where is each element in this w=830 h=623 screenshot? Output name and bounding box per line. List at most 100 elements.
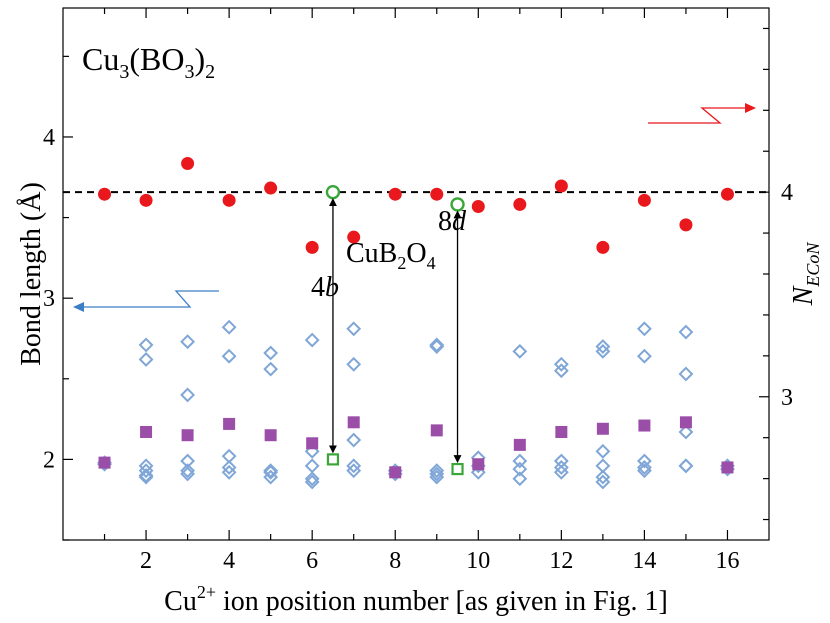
diamond-point [429,337,445,353]
open-circle-point [325,184,341,200]
diamond-point [138,352,154,367]
axis-tick-labels: 2 4 6 8 10 12 14 16 2 3 4 3 4 [43,125,793,574]
x-tick-label: 16 [715,548,739,574]
diamond-point [678,424,694,440]
diamond-point [553,460,569,475]
open-square-point [451,462,464,476]
x-tick-label: 8 [389,548,401,574]
y-tick-label: 4 [43,125,55,151]
plot-frame [62,7,770,541]
econ-point [139,193,153,207]
diamond-point [678,458,694,474]
diamond-point [346,432,362,448]
econ-point [98,187,112,201]
diamond-point [346,356,362,372]
diamond-point [553,363,569,379]
square-point [140,425,153,438]
econ-point [388,187,402,201]
diamond-point [180,463,196,479]
diamond-point [263,345,279,361]
diamond-point [429,469,445,485]
diamond-point [221,464,237,480]
diamond-point [221,460,237,475]
econ-point [305,240,319,254]
diamond-point [470,464,486,480]
x-tick-label: 12 [549,548,573,574]
diamond-point [346,458,362,474]
diamond-point [263,464,279,480]
diamond-point [429,339,445,354]
label-8d: 8d [438,206,467,237]
econ-point [637,193,651,207]
y2-tick-label: 3 [781,385,793,411]
square-point [638,419,651,432]
diamond-point [636,321,652,337]
econ-point [222,193,236,207]
econ-point [720,187,734,201]
square-point [181,429,194,442]
square-point [472,458,485,471]
diamond-point [636,348,652,364]
diamond-point [304,474,320,490]
diamond-point [304,443,320,459]
y-tick-label: 2 [43,447,55,473]
square-point [389,466,402,479]
diamond-point [263,361,279,377]
diamond-point [138,337,154,353]
diamond-point [429,463,445,479]
x-tick-label: 6 [306,548,318,574]
diamond-point [678,324,694,340]
diamond-point [512,453,528,469]
diamond-point [636,460,652,475]
y2-axis-title: NECoN [788,242,823,307]
econ-point [264,181,278,195]
diamond-point [346,463,362,479]
x-tick-label: 10 [466,548,490,574]
diamond-point [595,443,611,459]
square-point [98,456,111,469]
diamond-point [180,387,196,403]
econ-point [347,230,361,244]
data-marks [97,157,735,490]
compound-label: CuB2O4 [346,238,436,273]
square-point [347,416,360,429]
square-point [430,424,443,437]
square-point [513,438,526,451]
left-axis-indicator-arrow [73,290,219,312]
econ-point [513,197,527,211]
x-tick-label: 2 [140,548,152,574]
diamond-point [304,471,320,487]
diamond-point [553,356,569,372]
diamond-point [678,366,694,382]
y-tick-label: 3 [43,286,55,312]
diamond-point [304,458,320,474]
econ-point [430,187,444,201]
x-tick-label: 4 [223,548,235,574]
diamond-point [304,332,320,348]
diamond-point [263,463,279,479]
econ-point [679,218,693,232]
square-point [264,429,277,442]
econ-point [181,157,195,171]
diamond-point [553,464,569,480]
diamond-point [221,348,237,364]
diamond-point [263,469,279,485]
diamond-point [512,471,528,487]
econ-point [596,240,610,254]
econ-point [471,199,485,213]
diamond-point [221,319,237,335]
label-4b: 4b [311,272,339,303]
diamond-point [138,469,154,485]
square-point [555,425,568,438]
y2-tick-label: 4 [781,180,793,206]
x-axis-title: Cu2+ ion position number [as given in Fi… [164,582,668,617]
square-point [596,422,609,435]
diamond-point [636,453,652,469]
axis-ticks [63,8,769,541]
diamond-point [595,339,611,354]
diamond-point [138,463,154,479]
right-axis-indicator-arrow [648,103,756,124]
chart-title: Cu3(BO3)2 [82,41,215,83]
open-square-point [326,453,340,466]
